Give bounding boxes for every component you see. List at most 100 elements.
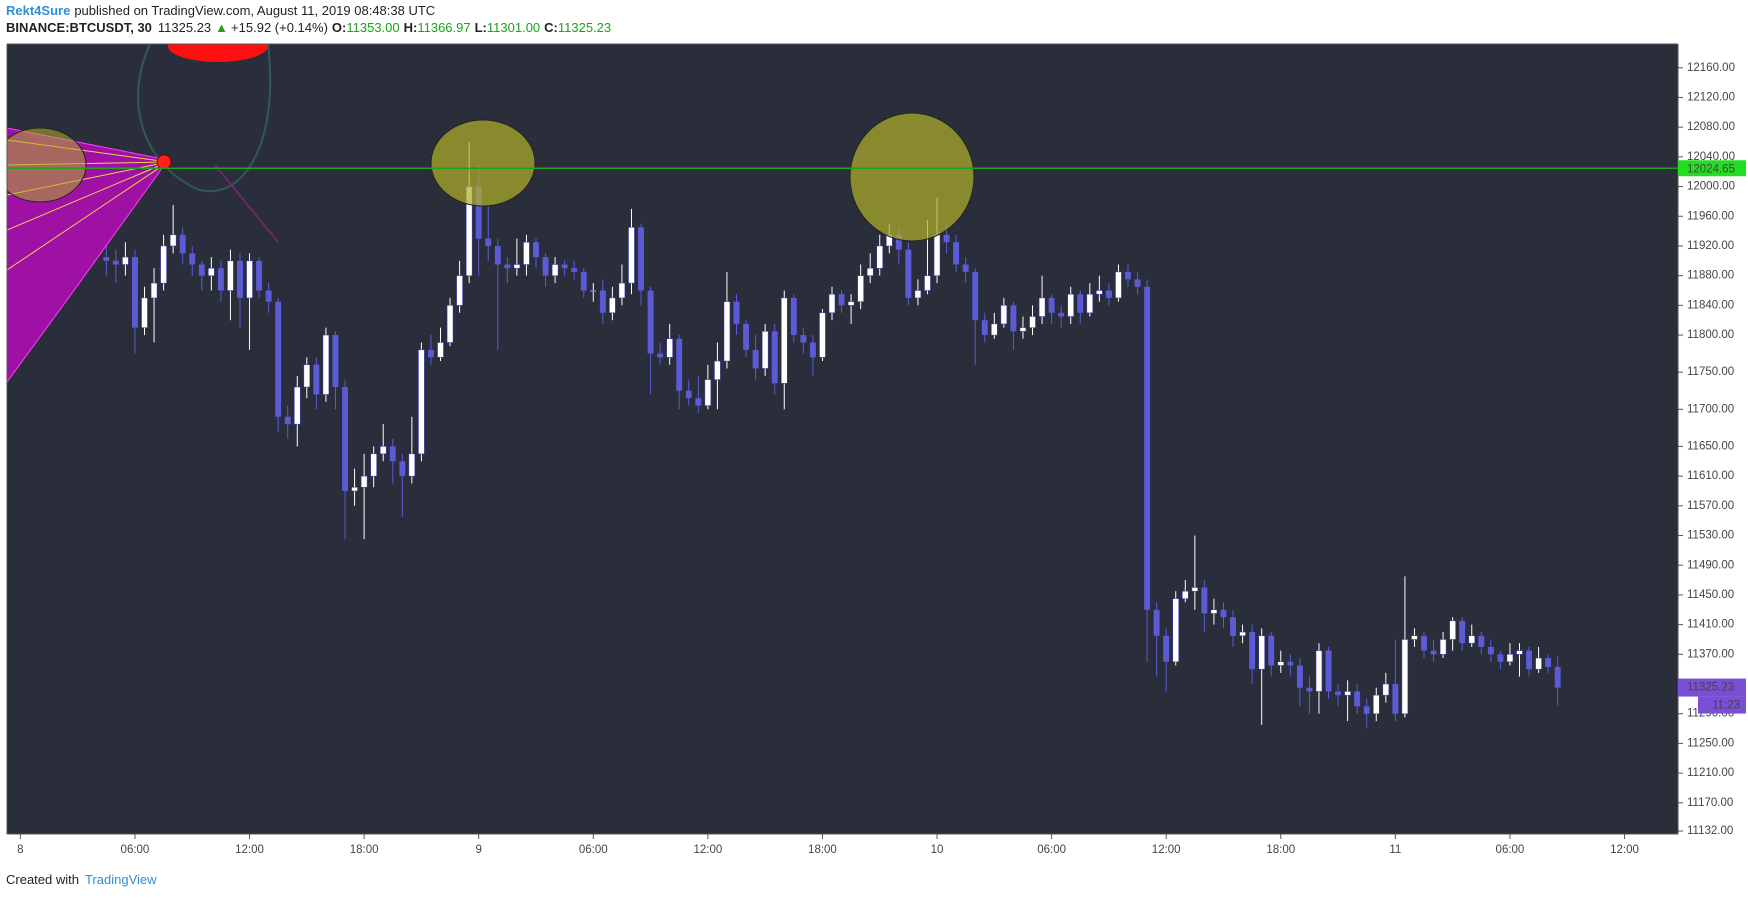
candle-body bbox=[294, 386, 301, 425]
candle-body bbox=[1201, 587, 1208, 614]
candle-body bbox=[962, 264, 969, 272]
candle-body bbox=[1487, 646, 1494, 655]
candle-body bbox=[723, 301, 731, 362]
x-tick-label: 12:00 bbox=[235, 844, 264, 856]
ohlc-value: 11325.23 bbox=[558, 20, 611, 35]
candle-body bbox=[685, 390, 692, 399]
candle-body bbox=[1220, 609, 1227, 618]
candle-body bbox=[1516, 650, 1523, 655]
candle-body bbox=[1067, 293, 1074, 317]
candle-body bbox=[695, 398, 702, 406]
candle-body bbox=[1172, 598, 1179, 662]
created-with: Created with bbox=[6, 872, 79, 887]
candle-body bbox=[1439, 639, 1447, 655]
candle-body bbox=[179, 234, 186, 254]
x-tick-label: 11 bbox=[1389, 844, 1401, 856]
drawing-stroke bbox=[214, 164, 279, 243]
candle-body bbox=[1535, 657, 1542, 670]
y-tick-label: 11750.00 bbox=[1687, 366, 1734, 378]
countdown: 11:23 bbox=[1712, 700, 1740, 712]
candle-body bbox=[360, 475, 368, 488]
publish-line: Rekt4Sure published on TradingView.com, A… bbox=[6, 3, 435, 18]
candle-body bbox=[1335, 691, 1342, 696]
candle-body bbox=[1382, 683, 1390, 696]
candle-body bbox=[1497, 654, 1504, 662]
published: published on TradingView.com, August 11,… bbox=[74, 3, 435, 18]
candle-body bbox=[571, 268, 578, 272]
candle-body bbox=[895, 234, 902, 250]
candle-body bbox=[819, 312, 826, 358]
candle-body bbox=[189, 253, 196, 265]
brand[interactable]: TradingView bbox=[85, 872, 157, 887]
candle-body bbox=[160, 245, 167, 284]
candle-body bbox=[1210, 609, 1218, 614]
y-tick-label: 11132.00 bbox=[1687, 825, 1733, 837]
y-tick-label: 11800.00 bbox=[1687, 329, 1734, 341]
candle-body bbox=[933, 234, 941, 276]
y-tick-label: 11370.00 bbox=[1687, 648, 1734, 660]
candle-body bbox=[1019, 327, 1027, 332]
candle-body bbox=[1191, 587, 1199, 592]
x-tick-label: 06:00 bbox=[579, 844, 608, 856]
candle-body bbox=[743, 323, 750, 350]
candle-body bbox=[485, 238, 492, 246]
candle-body bbox=[1401, 639, 1409, 714]
candle-body bbox=[1287, 661, 1294, 666]
candle-body bbox=[504, 264, 511, 269]
x-tick-label: 18:00 bbox=[350, 844, 379, 856]
candle-body bbox=[303, 364, 311, 388]
drawing-face bbox=[137, 44, 272, 193]
candle-body bbox=[761, 331, 769, 369]
candle-body bbox=[1363, 706, 1370, 714]
ohlc-value: 11353.00 bbox=[346, 20, 399, 35]
plot-content bbox=[7, 44, 1561, 729]
candle-body bbox=[676, 338, 683, 391]
change-arrow: ▲ bbox=[215, 20, 228, 35]
candle-body bbox=[227, 260, 234, 291]
x-tick-label: 12:00 bbox=[693, 844, 722, 856]
candle-body bbox=[313, 364, 320, 395]
candle-body bbox=[809, 342, 816, 358]
candle-body bbox=[666, 338, 673, 358]
candle-body bbox=[322, 334, 330, 395]
candle-body bbox=[714, 360, 721, 380]
candle-body bbox=[446, 305, 454, 343]
candle-body bbox=[943, 234, 950, 243]
candle-body bbox=[847, 301, 855, 306]
candle-body bbox=[169, 234, 177, 247]
candle-body bbox=[150, 282, 158, 299]
y-tick-label: 11450.00 bbox=[1687, 589, 1734, 601]
x-tick-label: 06:00 bbox=[1496, 844, 1525, 856]
candle-body bbox=[657, 353, 664, 358]
y-tick-label: 11530.00 bbox=[1687, 530, 1734, 542]
x-tick-label: 06:00 bbox=[121, 844, 150, 856]
candle-body bbox=[981, 320, 988, 336]
candle-body bbox=[332, 335, 339, 388]
x-tick-label: 06:00 bbox=[1037, 844, 1066, 856]
candle-body bbox=[399, 461, 406, 477]
candle-body bbox=[1421, 635, 1427, 651]
x-tick-label: 12:00 bbox=[1610, 844, 1639, 856]
last-price: 11325.23 bbox=[158, 20, 211, 35]
y-tick-label: 12000.00 bbox=[1687, 181, 1735, 193]
candle-body bbox=[618, 282, 626, 299]
candle-body bbox=[733, 301, 740, 324]
candle-body bbox=[638, 227, 644, 291]
candle-body bbox=[599, 290, 606, 313]
candle-body bbox=[418, 349, 425, 455]
candle-body bbox=[704, 379, 712, 406]
plot-background bbox=[7, 44, 1678, 834]
candle-body bbox=[1249, 632, 1256, 670]
candle-body bbox=[1449, 620, 1456, 640]
candle-body bbox=[112, 260, 119, 265]
y-tick-label: 11650.00 bbox=[1687, 440, 1734, 452]
drawing-circle bbox=[430, 119, 536, 207]
y-tick-label: 12160.00 bbox=[1687, 62, 1735, 74]
x-tick-label: 10 bbox=[931, 844, 944, 856]
author[interactable]: Rekt4Sure bbox=[6, 3, 70, 18]
candle-body bbox=[370, 453, 377, 477]
candle-body bbox=[1029, 316, 1036, 328]
candle-body bbox=[1163, 635, 1170, 662]
candle-body bbox=[1526, 650, 1533, 670]
candle-body bbox=[800, 335, 807, 343]
